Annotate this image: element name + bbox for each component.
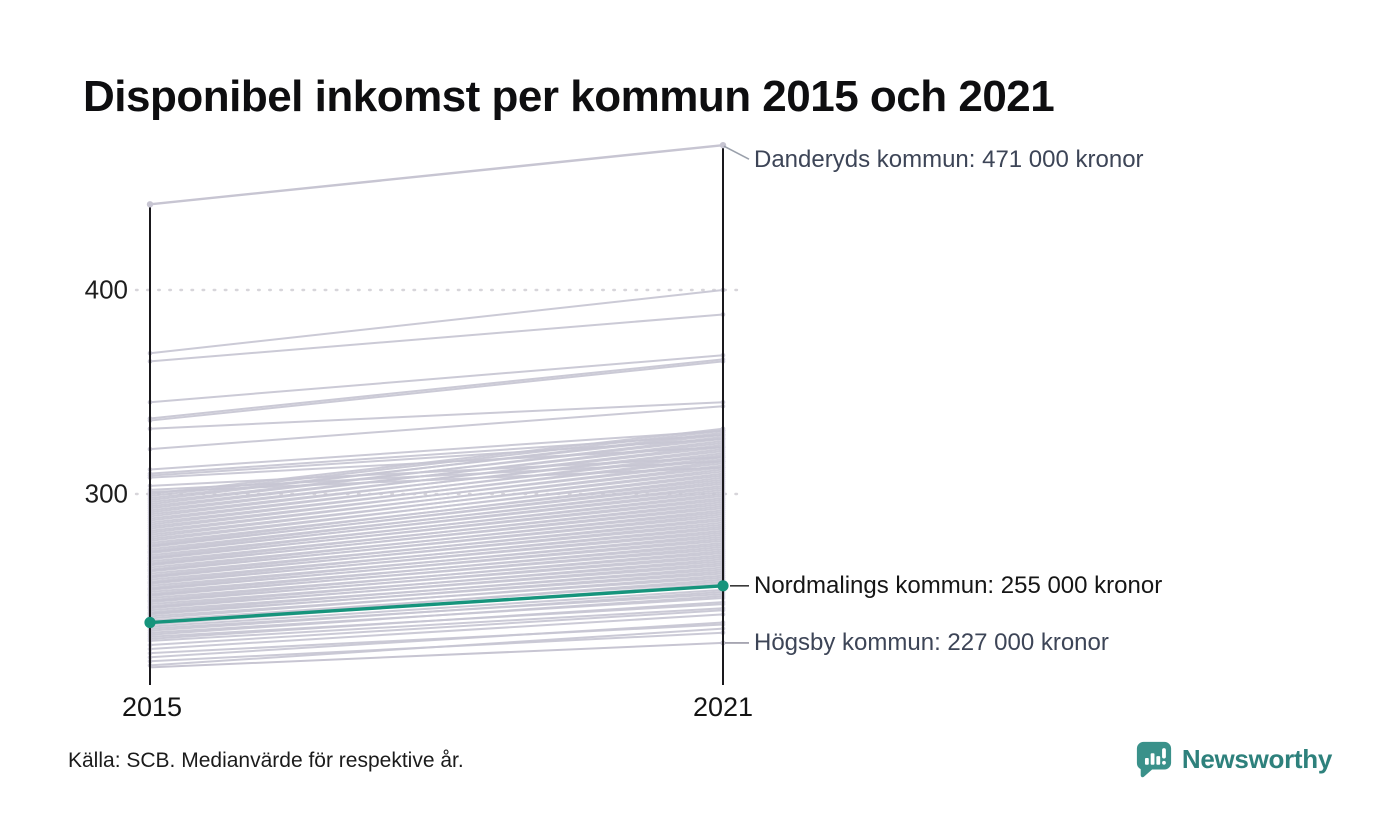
x-axis-label-2015: 2015 <box>121 692 183 722</box>
newsworthy-logo: Newsworthy <box>1135 740 1332 778</box>
y-axis-tick-400: 400 <box>84 274 128 305</box>
x-axis-label-2021: 2021 <box>692 692 754 722</box>
y-axis-tick-300: 300 <box>84 478 128 509</box>
annotation-danderyd: Danderyds kommun: 471 000 kronor <box>754 146 1144 174</box>
newsworthy-wordmark: Newsworthy <box>1181 743 1332 774</box>
chart-title: Disponibel inkomst per kommun 2015 och 2… <box>83 72 1055 121</box>
annotation-hogsby: Högsby kommun: 227 000 kronor <box>754 628 1109 656</box>
speech-bubble-bar-chart-icon <box>1136 741 1171 778</box>
annotation-nordmaling: Nordmalings kommun: 255 000 kronor <box>754 571 1163 599</box>
source-note: Källa: SCB. Medianvärde för respektive å… <box>68 749 464 772</box>
